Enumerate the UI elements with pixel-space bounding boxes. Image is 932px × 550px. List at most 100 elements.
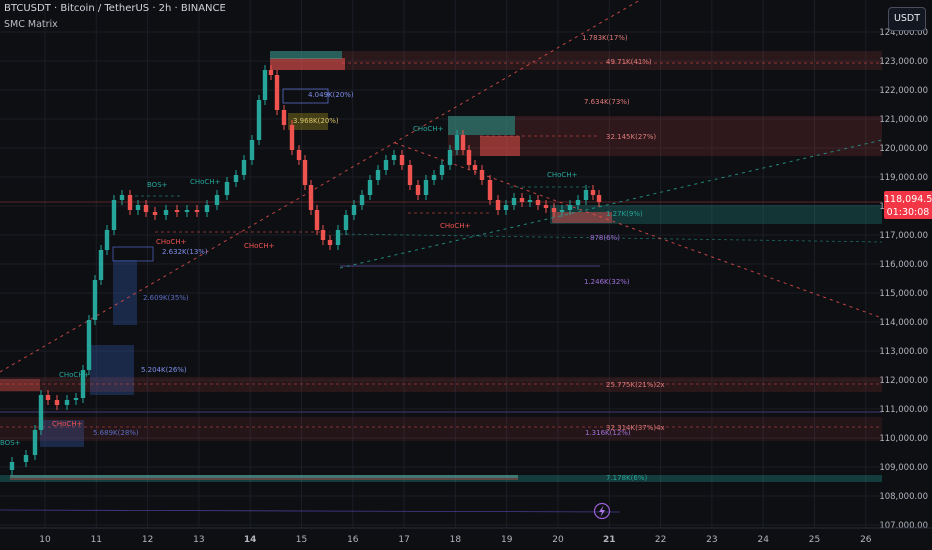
price-tick-label: 110,000.00: [879, 434, 928, 444]
time-tick-label: 19: [501, 535, 513, 545]
time-tick-label: 10: [39, 535, 51, 545]
candle-body: [204, 205, 210, 212]
price-tick-label: 117,000.00: [879, 231, 928, 241]
candle-body: [447, 150, 453, 165]
choch-label-1: CHoCH+: [413, 125, 444, 133]
price-tick-label: 112,000.00: [879, 376, 928, 386]
label-volume-14: 32.314K(37%)4x: [606, 424, 665, 432]
price-tick-label: 114,000.00: [879, 318, 928, 328]
candle-body: [479, 170, 485, 180]
indicator-name[interactable]: SMC Matrix: [4, 19, 58, 30]
structure-lines: [0, 62, 883, 513]
candle-body: [135, 205, 141, 210]
price-tick-label: 120,000.00: [879, 144, 928, 154]
time-tick-label: 25: [809, 535, 820, 545]
candle-body: [274, 75, 280, 110]
candle-body: [431, 175, 437, 180]
demand-box-2: [90, 345, 134, 395]
candle-body: [535, 200, 541, 205]
candle-body: [268, 70, 274, 75]
candle-body: [214, 195, 220, 205]
candle-body: [296, 150, 302, 160]
candle-body: [308, 185, 314, 210]
time-tick-label: 14: [244, 535, 257, 545]
bos-label-1: BOS+: [147, 181, 168, 189]
label-volume-15: 5.689K(28%): [93, 429, 139, 437]
candle-body: [320, 230, 326, 240]
price-tick-label: 113,000.00: [879, 347, 928, 357]
bos-label-2: BOS+: [0, 439, 21, 447]
candle-body: [152, 212, 158, 215]
candle-body: [184, 210, 190, 212]
demand-zone-bottom: [0, 475, 882, 482]
candle-body: [224, 182, 230, 195]
candle-body: [249, 140, 255, 160]
candle-body: [472, 165, 478, 170]
choch-label-8: CHoCH+: [52, 420, 83, 428]
candle-body: [590, 190, 596, 195]
label-volume-4: 3.968K(20%): [293, 117, 339, 125]
label-volume-11: 2.609K(35%): [143, 294, 189, 302]
supply-zone-top-green: [270, 51, 342, 59]
bar-countdown: 01:30:08: [886, 207, 930, 218]
candle-body: [551, 208, 557, 212]
supply-zone-top-core: [270, 58, 345, 70]
demand-box-3: [40, 420, 84, 447]
price-tick-label: 121,000.00: [879, 115, 928, 125]
candle-body: [98, 250, 104, 280]
supply-zone-mid: [448, 116, 882, 156]
candle-body: [391, 155, 397, 160]
candle-body: [23, 455, 29, 462]
candle-body: [559, 210, 565, 212]
choch-label-3: CHoCH+: [547, 171, 578, 179]
price-axis[interactable]: 124,000.00 123,000.00 122,000.00 121,000.00…: [879, 0, 932, 531]
demand-box-1: [113, 260, 137, 325]
time-axis[interactable]: 10 11 12 13 14 15 16 17 18 19 20 21 22 23 24 25 26: [0, 527, 932, 550]
demand-zone-bottom-green: [10, 475, 518, 478]
supply-zone-mid-green: [448, 116, 515, 135]
lightning-icon[interactable]: [593, 502, 611, 520]
time-tick-label: 12: [142, 535, 153, 545]
candle-body: [104, 230, 110, 250]
time-tick-label: 15: [296, 535, 307, 545]
candle-body: [543, 205, 549, 208]
choch-label-7: CHoCH+: [59, 371, 90, 379]
chart-grid: [0, 0, 882, 528]
candle-body: [407, 165, 413, 185]
price-tick-label: 116,000.00: [879, 260, 928, 270]
candle-body: [174, 210, 180, 212]
time-tick-label: 20: [552, 535, 564, 545]
imbalance-box-3: [112, 246, 154, 262]
label-volume-3: 4.049K(20%): [308, 91, 354, 99]
candle-body: [454, 135, 460, 150]
supply-zone-bottom: [0, 417, 882, 441]
candle-body: [86, 320, 92, 370]
candle-body: [163, 210, 169, 215]
currency-button[interactable]: USDT: [888, 7, 926, 31]
price-tick-label: 122,000.00: [879, 86, 928, 96]
time-tick-label: 23: [706, 535, 717, 545]
candle-body: [335, 230, 341, 245]
supply-zone-mid-core: [480, 136, 520, 156]
candle-body: [241, 160, 247, 175]
candle-body: [460, 135, 466, 150]
demand-zone-current: [550, 205, 882, 224]
candle-body: [289, 125, 295, 150]
candlestick-series[interactable]: [9, 65, 602, 475]
candle-body: [519, 198, 525, 202]
candle-body: [343, 215, 349, 230]
candle-body: [80, 370, 86, 398]
candle-body: [596, 195, 602, 202]
candle-body: [495, 200, 501, 210]
time-tick-label: 26: [860, 535, 872, 545]
candle-body: [32, 430, 38, 455]
label-volume-2: 49.71K(41%): [606, 58, 652, 66]
price-tick-label: 109,000.00: [879, 463, 928, 473]
candle-body: [233, 175, 239, 182]
candle-body: [302, 160, 308, 185]
choch-label-2: CHoCH+: [190, 178, 221, 186]
label-volume-9: 878(6%): [590, 234, 620, 242]
last-price-value: 118,094.57: [884, 194, 932, 205]
candle-body: [194, 210, 200, 212]
